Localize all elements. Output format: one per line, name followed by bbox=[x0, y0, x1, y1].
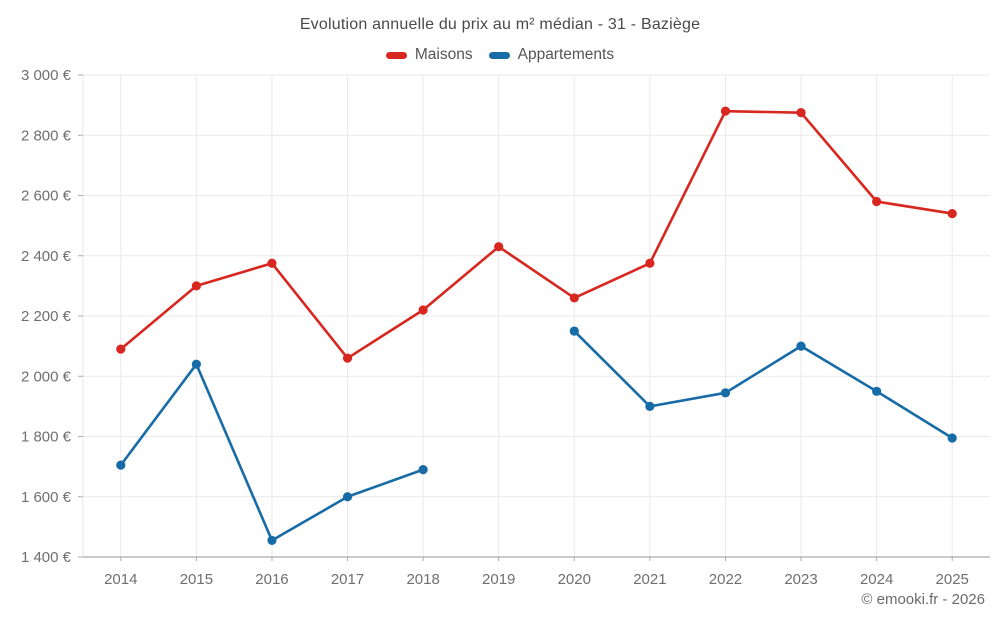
legend-label-appartements: Appartements bbox=[517, 46, 615, 63]
data-point-appartements-2025[interactable] bbox=[947, 433, 957, 443]
data-point-maisons-2021[interactable] bbox=[645, 258, 655, 268]
data-point-appartements-2023[interactable] bbox=[796, 341, 806, 351]
x-axis-tick-label: 2015 bbox=[180, 571, 213, 588]
data-point-maisons-2025[interactable] bbox=[947, 208, 957, 219]
data-point-maisons-2018[interactable] bbox=[418, 305, 428, 315]
data-point-maisons-2019[interactable] bbox=[494, 242, 504, 252]
data-point-appartements-2017[interactable] bbox=[342, 492, 353, 502]
y-axis-tick-label: 1 400 € bbox=[21, 549, 72, 566]
y-axis-tick-label: 1 800 € bbox=[21, 429, 72, 446]
x-axis-tick-label: 2016 bbox=[255, 571, 288, 588]
data-point-maisons-2014[interactable] bbox=[116, 344, 126, 354]
data-point-maisons-2015[interactable] bbox=[191, 281, 201, 291]
x-axis-tick-label: 2019 bbox=[482, 571, 515, 588]
data-point-appartements-2020[interactable] bbox=[569, 326, 579, 336]
x-axis-tick-label: 2014 bbox=[104, 571, 137, 588]
data-point-appartements-2022[interactable] bbox=[720, 388, 731, 398]
x-axis-tick-label: 2018 bbox=[406, 571, 439, 588]
chart-title: Evolution annuelle du prix au m² médian … bbox=[299, 16, 701, 33]
appartements-line bbox=[572, 329, 954, 440]
legend-label-maisons: Maisons bbox=[414, 46, 473, 63]
data-point-appartements-2018[interactable] bbox=[418, 465, 428, 475]
legend-item-appartements[interactable]: Appartements bbox=[488, 46, 615, 64]
data-point-maisons-2023[interactable] bbox=[796, 108, 806, 118]
data-point-maisons-2016[interactable] bbox=[267, 258, 277, 268]
y-axis-tick-label: 2 000 € bbox=[21, 368, 72, 385]
maisons-line bbox=[119, 109, 954, 360]
x-axis-tick-label: 2025 bbox=[936, 571, 969, 588]
x-axis-tick-label: 2022 bbox=[709, 571, 742, 588]
chart-legend: Maisons Appartements bbox=[0, 46, 1000, 64]
y-axis-tick-label: 2 600 € bbox=[21, 188, 72, 205]
data-point-appartements-2014[interactable] bbox=[116, 460, 126, 470]
data-point-maisons-2024[interactable] bbox=[872, 196, 882, 207]
data-point-maisons-2020[interactable] bbox=[569, 293, 579, 303]
x-axis-tick-label: 2017 bbox=[331, 571, 364, 588]
data-point-appartements-2015[interactable] bbox=[191, 359, 201, 369]
y-axis-tick-label: 2 200 € bbox=[21, 308, 72, 325]
data-point-appartements-2021[interactable] bbox=[645, 401, 655, 411]
legend-item-maisons[interactable]: Maisons bbox=[385, 46, 473, 64]
x-axis-tick-label: 2021 bbox=[633, 571, 666, 588]
maisons-series-swatch-icon bbox=[385, 51, 407, 59]
y-axis-tick-label: 2 800 € bbox=[21, 127, 72, 144]
copyright-label: © emooki.fr - 2026 bbox=[861, 591, 985, 608]
appartements-series-swatch-icon bbox=[488, 51, 510, 59]
data-point-appartements-2016[interactable] bbox=[267, 535, 277, 546]
x-axis-tick-label: 2023 bbox=[784, 571, 817, 588]
y-axis-tick-label: 1 600 € bbox=[21, 489, 72, 506]
x-axis-tick-label: 2024 bbox=[860, 571, 893, 588]
y-axis-tick-label: 3 000 € bbox=[21, 67, 72, 84]
y-axis-tick-label: 2 400 € bbox=[21, 248, 72, 265]
data-point-appartements-2024[interactable] bbox=[872, 386, 882, 396]
data-point-maisons-2017[interactable] bbox=[342, 353, 353, 363]
data-point-maisons-2022[interactable] bbox=[720, 106, 731, 116]
x-axis-tick-label: 2020 bbox=[558, 571, 591, 588]
